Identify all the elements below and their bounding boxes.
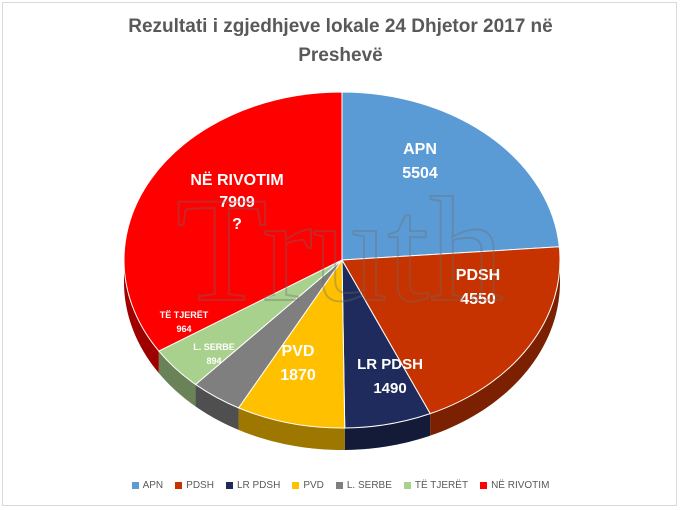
legend-item-te-tjeret: TË TJERËT <box>403 480 469 491</box>
legend-item-l-serbe: L. SERBE <box>335 480 392 491</box>
data-label-value: 1870 <box>280 367 316 384</box>
data-label-value: 7909 <box>219 194 255 211</box>
data-label-value: 894 <box>206 356 221 366</box>
legend-label: LR PDSH <box>236 480 281 491</box>
legend-item-pdsh: PDSH <box>175 480 214 491</box>
legend-item-lr-pdsh: LR PDSH <box>225 480 281 491</box>
pie-slice-pdsh <box>341 246 561 415</box>
legend-swatch <box>335 482 343 489</box>
data-label-pvd: PVD 1870 <box>280 343 316 384</box>
data-label-name: APN <box>403 141 437 158</box>
legend-label: L. SERBE <box>346 480 392 491</box>
watermark-logo: Truth <box>175 166 505 334</box>
legend-label: TË TJERËT <box>414 480 469 491</box>
legend-item-apn: APN <box>131 480 164 491</box>
pie-side-l-serbe <box>195 384 239 430</box>
data-label-name: PVD <box>282 343 315 360</box>
pie-side-pvd <box>238 407 345 450</box>
legend-swatch <box>403 482 411 489</box>
data-label-te-tjeret: TË TJERËT 964 <box>160 310 209 334</box>
legend-label: PVD <box>303 480 324 491</box>
data-label-name: L. SERBE <box>193 342 235 352</box>
data-label-name: TË TJERËT <box>160 310 209 320</box>
legend-label: PDSH <box>186 480 214 491</box>
legend-swatch <box>480 482 488 489</box>
chart-title: Rezultati i zgjedhjeve lokale 24 Dhjetor… <box>0 12 681 70</box>
pie-top <box>123 91 561 429</box>
pie-side-lr-pdsh <box>344 413 431 450</box>
legend-swatch <box>292 482 300 489</box>
data-label-apn: APN 5504 <box>402 141 438 182</box>
pie-slice-apn <box>341 91 560 261</box>
pie-side-pdsh <box>430 260 560 436</box>
data-label-ne-rivotim: NË RIVOTIM 7909? <box>190 171 283 233</box>
legend-item-pvd: PVD <box>292 480 324 491</box>
legend-label: APN <box>142 480 164 491</box>
data-label-l-serbe: L. SERBE 894 <box>193 342 235 366</box>
legend-label: NË RIVOTIM <box>491 480 550 491</box>
pie-side-te-tjeret <box>158 351 196 407</box>
svg-text:Truth: Truth <box>176 167 504 333</box>
pie-depth <box>124 260 560 450</box>
data-label-name: LR PDSH <box>357 356 423 373</box>
data-label-pdsh: PDSH 4550 <box>456 267 500 308</box>
chart-title-line-1: Rezultati i zgjedhjeve lokale 24 Dhjetor… <box>128 16 553 37</box>
legend-swatch <box>131 482 139 489</box>
pie-slice-ne-rivotim <box>123 91 343 352</box>
data-label-value: 964 <box>176 324 191 334</box>
data-label-name: NË RIVOTIM <box>190 171 283 189</box>
pie-side-ne-rivotim <box>124 260 159 374</box>
data-label-lr-pdsh: LR PDSH 1490 <box>357 356 423 397</box>
data-label-value: 4550 <box>460 291 496 308</box>
legend: APN PDSH LR PDSH PVD L. SERBE TË TJERËT NË RIV… <box>0 480 681 491</box>
legend-swatch <box>175 482 183 489</box>
pie-slice-pvd <box>237 258 346 429</box>
legend-swatch <box>225 482 233 489</box>
data-label-name: PDSH <box>456 267 500 284</box>
legend-item-ne-rivotim: NË RIVOTIM <box>480 480 549 491</box>
slice-labels: APN 5504 PDSH 4550 LR PDSH 1490 PVD 1870 L. SERB… <box>160 141 500 397</box>
data-label-annotation: ? <box>232 216 242 233</box>
chart-title-line-2: Preshevë <box>298 45 383 66</box>
data-label-value: 5504 <box>402 165 438 182</box>
data-label-value: 1490 <box>373 380 406 397</box>
